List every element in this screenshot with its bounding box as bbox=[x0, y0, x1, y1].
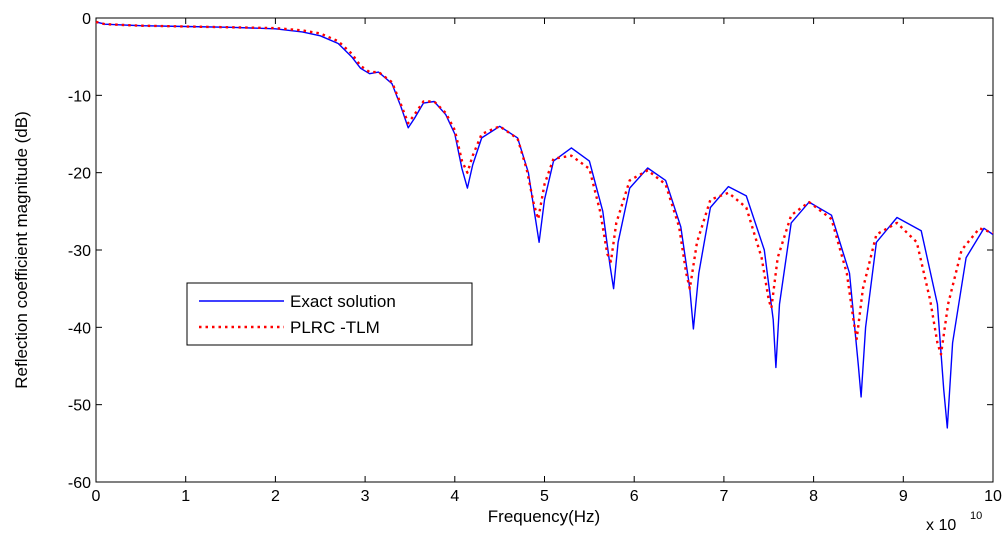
legend-box bbox=[186, 282, 473, 346]
x-tick-label: 0 bbox=[92, 488, 101, 505]
x-axis-label: Frequency(Hz) bbox=[488, 507, 600, 526]
series-layer bbox=[95, 20, 994, 429]
x-tick-label: 1 bbox=[181, 488, 190, 505]
y-axis-label: Reflection coefficient magnitude (dB) bbox=[12, 111, 31, 389]
y-tick-label: -30 bbox=[68, 243, 91, 260]
legend-label-plrc: PLRC -TLM bbox=[290, 318, 380, 337]
plot-area bbox=[95, 17, 994, 483]
legend-label-exact: Exact solution bbox=[290, 292, 396, 311]
x-tick-label: 10 bbox=[984, 488, 1002, 505]
x-tick-label: 4 bbox=[450, 488, 459, 505]
series-line-plrc bbox=[95, 20, 994, 356]
series-line-exact bbox=[95, 21, 994, 429]
x-multiplier-base: x 10 bbox=[926, 517, 956, 534]
x-multiplier-exponent: 10 bbox=[970, 510, 982, 522]
y-axis-ticks: 0 -10 -20 -30 -40 -50 -60 bbox=[68, 11, 993, 492]
x-tick-label: 3 bbox=[361, 488, 370, 505]
y-tick-label: 0 bbox=[82, 11, 91, 28]
y-tick-label: -60 bbox=[68, 475, 91, 492]
y-tick-label: -10 bbox=[68, 88, 91, 105]
y-tick-label: -40 bbox=[68, 320, 91, 337]
x-tick-label: 8 bbox=[809, 488, 818, 505]
x-multiplier: x 10 10 bbox=[926, 510, 982, 534]
legend: Exact solution PLRC -TLM bbox=[186, 282, 473, 346]
x-axis-ticks: 0 1 2 3 4 5 6 7 8 9 10 bbox=[92, 18, 1002, 505]
x-tick-label: 7 bbox=[719, 488, 728, 505]
y-tick-label: -20 bbox=[68, 166, 91, 183]
x-tick-label: 2 bbox=[271, 488, 280, 505]
x-tick-label: 5 bbox=[540, 488, 549, 505]
x-tick-label: 6 bbox=[630, 488, 639, 505]
x-tick-label: 9 bbox=[899, 488, 908, 505]
y-tick-label: -50 bbox=[68, 398, 91, 415]
